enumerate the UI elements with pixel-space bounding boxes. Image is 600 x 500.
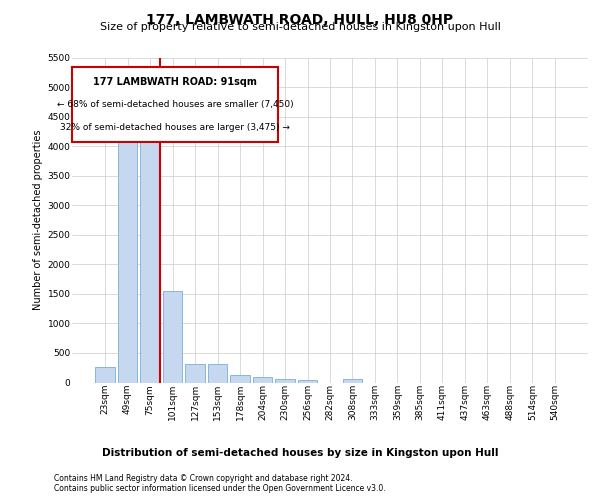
Bar <box>230 376 250 382</box>
Bar <box>185 364 205 382</box>
Bar <box>208 364 227 382</box>
Text: 177, LAMBWATH ROAD, HULL, HU8 0HP: 177, LAMBWATH ROAD, HULL, HU8 0HP <box>146 12 454 26</box>
Bar <box>253 377 272 382</box>
Text: 32% of semi-detached houses are larger (3,475) →: 32% of semi-detached houses are larger (… <box>60 122 290 132</box>
Bar <box>343 379 362 382</box>
Y-axis label: Number of semi-detached properties: Number of semi-detached properties <box>34 130 43 310</box>
Text: Distribution of semi-detached houses by size in Kingston upon Hull: Distribution of semi-detached houses by … <box>102 448 498 458</box>
FancyBboxPatch shape <box>72 67 278 142</box>
Text: Size of property relative to semi-detached houses in Kingston upon Hull: Size of property relative to semi-detach… <box>100 22 500 32</box>
Bar <box>140 138 160 382</box>
Bar <box>298 380 317 382</box>
Text: Contains HM Land Registry data © Crown copyright and database right 2024.: Contains HM Land Registry data © Crown c… <box>54 474 353 483</box>
Bar <box>95 366 115 382</box>
Bar <box>275 379 295 382</box>
Text: 177 LAMBWATH ROAD: 91sqm: 177 LAMBWATH ROAD: 91sqm <box>93 77 257 87</box>
Text: ← 68% of semi-detached houses are smaller (7,450): ← 68% of semi-detached houses are smalle… <box>57 100 293 109</box>
Bar <box>163 291 182 382</box>
Text: Contains public sector information licensed under the Open Government Licence v3: Contains public sector information licen… <box>54 484 386 493</box>
Bar <box>118 122 137 382</box>
